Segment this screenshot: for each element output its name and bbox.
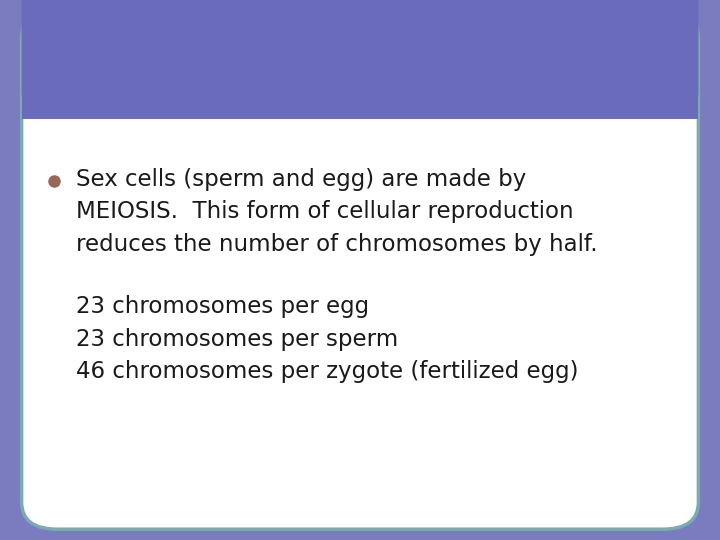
Text: 46 chromosomes per zygote (fertilized egg): 46 chromosomes per zygote (fertilized eg…	[76, 360, 578, 383]
FancyBboxPatch shape	[22, 11, 698, 529]
Text: MEIOSIS.  This form of cellular reproduction: MEIOSIS. This form of cellular reproduct…	[76, 200, 573, 223]
Text: reduces the number of chromosomes by half.: reduces the number of chromosomes by hal…	[76, 233, 597, 255]
Text: Sex cells (sperm and egg) are made by: Sex cells (sperm and egg) are made by	[76, 168, 526, 191]
FancyBboxPatch shape	[22, 0, 698, 119]
Text: 23 chromosomes per egg: 23 chromosomes per egg	[76, 295, 369, 318]
Bar	[22, 86, 698, 119]
Text: 23 chromosomes per sperm: 23 chromosomes per sperm	[76, 328, 398, 350]
